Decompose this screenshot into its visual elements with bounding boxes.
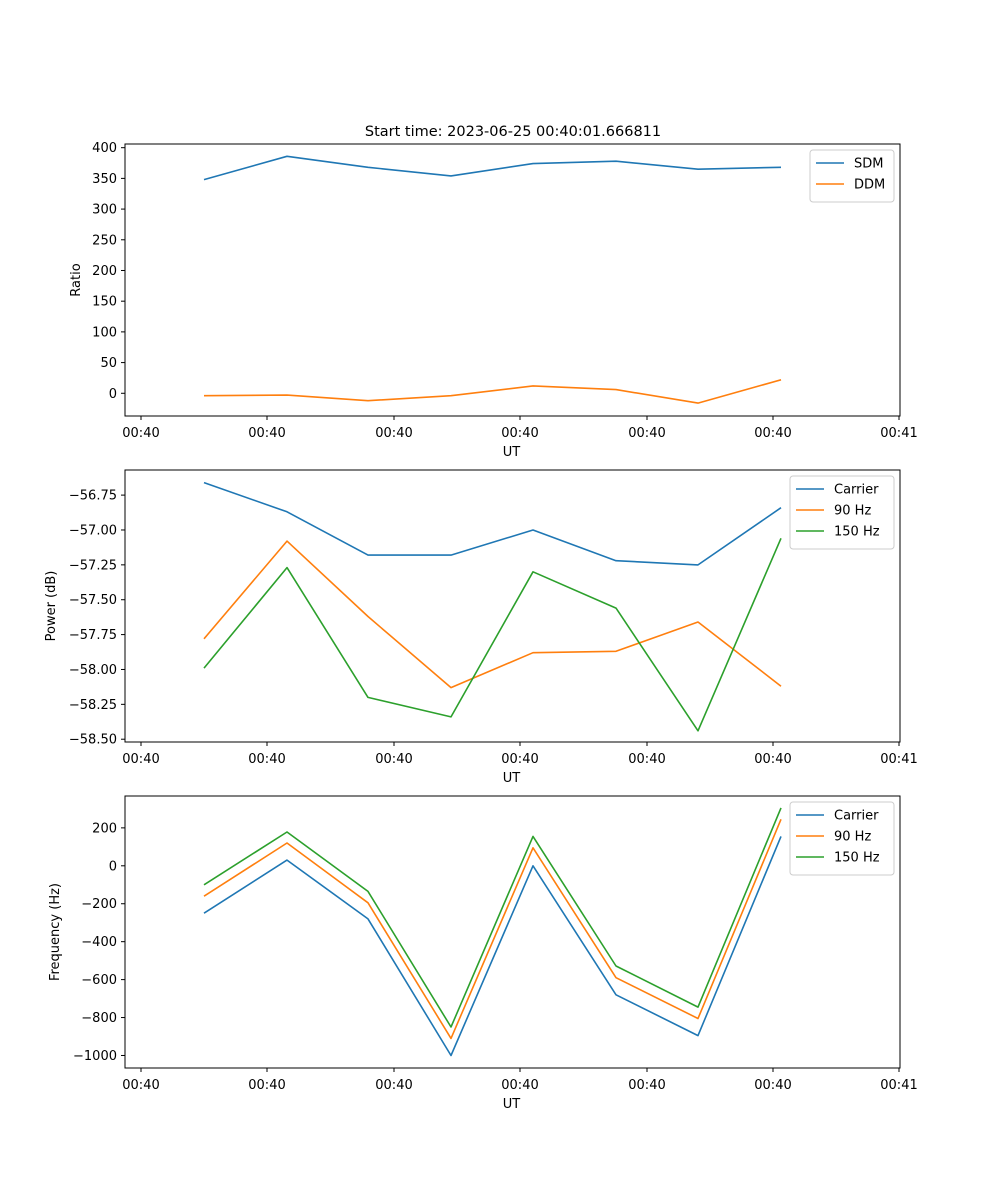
legend-label: 90 Hz [834, 830, 871, 845]
x-tick-label: 00:40 [248, 752, 285, 767]
x-tick-label: 00:40 [248, 426, 285, 441]
subplot-1: 00:40 00:40 00:40 00:40 00:40 00:40 00:41 UT 0 50… [69, 141, 918, 460]
x-tick-label: 00:41 [880, 426, 917, 441]
y-tick-label: 0 [109, 859, 117, 874]
y-axis: −58.50 −58.25 −58.00 −57.75 −57.50 −57.25 −57.… [44, 489, 125, 748]
series-line-ddm [203, 379, 782, 404]
x-tick-label: 00:40 [628, 1078, 665, 1093]
x-tick-label: 00:40 [122, 1078, 159, 1093]
y-axis: 0 50 100 150 200 250 300 350 400 Ratio [69, 141, 125, 402]
series-line-carrier [203, 836, 782, 1057]
legend-label: 150 Hz [834, 851, 880, 866]
y-tick-label: 300 [92, 203, 117, 218]
y-tick-label: 100 [92, 325, 117, 340]
series-line-90-hz [203, 818, 782, 1040]
legend: Carrier 90 Hz 150 Hz [789, 801, 895, 876]
legend-label: Carrier [834, 809, 879, 824]
x-axis-label: UT [503, 771, 521, 786]
y-axis-label: Ratio [69, 263, 84, 296]
plot-area-frame [124, 795, 901, 1069]
x-axis-label: UT [503, 1097, 521, 1112]
x-tick-label: 00:40 [501, 1078, 538, 1093]
legend: Carrier 90 Hz 150 Hz [789, 475, 895, 550]
series-group [203, 155, 782, 404]
x-axis: 00:40 00:40 00:40 00:40 00:40 00:40 00:41 UT [122, 416, 918, 460]
y-tick-label: −800 [81, 1011, 117, 1026]
legend-label: 90 Hz [834, 504, 871, 519]
plot-area-frame [124, 143, 901, 417]
x-axis: 00:40 00:40 00:40 00:40 00:40 00:40 00:41 UT [122, 742, 918, 786]
x-tick-label: 00:40 [122, 426, 159, 441]
legend-label: DDM [854, 178, 885, 193]
y-tick-label: −57.50 [69, 593, 117, 608]
y-tick-label: 250 [92, 233, 117, 248]
subplot-3: 00:40 00:40 00:40 00:40 00:40 00:40 00:41 UT −10… [48, 795, 918, 1112]
x-tick-label: 00:40 [628, 426, 665, 441]
y-tick-label: −57.75 [69, 628, 117, 643]
figure-title: Start time: 2023-06-25 00:40:01.666811 [365, 124, 661, 140]
series-line-carrier [203, 481, 782, 566]
y-tick-label: −400 [81, 935, 117, 950]
x-tick-label: 00:41 [880, 1078, 917, 1093]
y-axis-label: Power (dB) [44, 571, 59, 642]
y-tick-label: −200 [81, 897, 117, 912]
x-tick-label: 00:40 [375, 426, 412, 441]
x-tick-label: 00:40 [122, 752, 159, 767]
y-tick-label: 200 [92, 821, 117, 836]
y-tick-label: 150 [92, 295, 117, 310]
x-tick-label: 00:40 [501, 752, 538, 767]
y-tick-label: −58.25 [69, 698, 117, 713]
series-line-90-hz [203, 540, 782, 689]
x-tick-label: 00:40 [754, 426, 791, 441]
legend-label: 150 Hz [834, 525, 880, 540]
series-line-150-hz [203, 807, 782, 1028]
series-line-sdm [203, 155, 782, 181]
y-tick-label: −57.25 [69, 558, 117, 573]
x-tick-label: 00:40 [248, 1078, 285, 1093]
x-tick-label: 00:40 [375, 752, 412, 767]
y-axis: −1000 −800 −600 −400 −200 0 200 Frequency (Hz) [48, 821, 125, 1064]
x-tick-label: 00:40 [754, 752, 791, 767]
y-tick-label: −56.75 [69, 489, 117, 504]
legend-label: Carrier [834, 483, 879, 498]
x-axis-label: UT [503, 445, 521, 460]
x-tick-label: 00:40 [754, 1078, 791, 1093]
y-tick-label: −1000 [73, 1049, 117, 1064]
y-tick-label: 200 [92, 264, 117, 279]
y-tick-label: 0 [109, 387, 117, 402]
subplot-2: 00:40 00:40 00:40 00:40 00:40 00:40 00:41 UT −58… [44, 469, 918, 786]
x-tick-label: 00:40 [375, 1078, 412, 1093]
y-tick-label: −58.00 [69, 663, 117, 678]
x-axis: 00:40 00:40 00:40 00:40 00:40 00:40 00:41 UT [122, 1068, 918, 1112]
y-tick-label: 350 [92, 172, 117, 187]
legend: SDM DDM [809, 149, 895, 203]
y-tick-label: −58.50 [69, 733, 117, 748]
series-line-150-hz [203, 537, 782, 732]
subplots: 00:40 00:40 00:40 00:40 00:40 00:40 00:41 UT 0 50… [44, 141, 918, 1112]
y-tick-label: −57.00 [69, 523, 117, 538]
series-group [203, 481, 782, 732]
y-tick-label: 400 [92, 141, 117, 156]
x-tick-label: 00:41 [880, 752, 917, 767]
legend-label: SDM [854, 157, 883, 172]
series-group [203, 807, 782, 1057]
x-tick-label: 00:40 [501, 426, 538, 441]
x-tick-label: 00:40 [628, 752, 665, 767]
plot-area-frame [124, 469, 901, 743]
y-tick-label: −600 [81, 973, 117, 988]
y-axis-label: Frequency (Hz) [48, 883, 63, 981]
y-tick-label: 50 [100, 356, 117, 371]
